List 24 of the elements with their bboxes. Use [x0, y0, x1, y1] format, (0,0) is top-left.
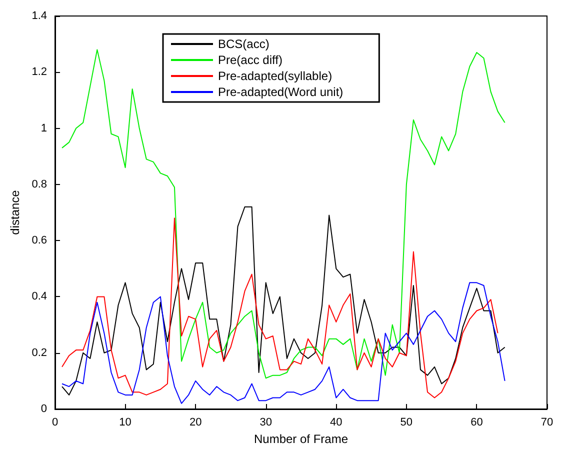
line-series	[62, 49, 506, 379]
y-tick-label: 0.8	[32, 178, 47, 190]
legend-label: Pre-adapted(Word unit)	[218, 85, 344, 99]
legend-label: Pre(acc diff)	[218, 53, 282, 67]
y-tick-label: 0	[40, 403, 47, 415]
x-tick-label: 0	[52, 416, 58, 428]
x-tick-label: 60	[470, 416, 483, 428]
x-tick-label: 50	[400, 416, 413, 428]
x-tick-label: 20	[189, 416, 202, 428]
y-tick-label: 0.6	[32, 234, 47, 247]
y-tick-label: 1	[40, 122, 47, 134]
y-tick-label: 0.4	[32, 290, 47, 303]
x-axis-title: Number of Frame	[254, 432, 348, 446]
y-axis-title: distance	[8, 190, 22, 235]
line-series	[62, 282, 506, 404]
y-tick-label: 0.2	[32, 346, 47, 359]
legend-label: Pre-adapted(syllable)	[218, 69, 332, 83]
y-tick-label: 1.4	[32, 10, 47, 22]
x-tick-label: 40	[330, 416, 342, 428]
y-tick-label: 1.2	[32, 66, 47, 78]
legend-label: BCS(acc)	[218, 37, 270, 51]
x-tick-label: 70	[540, 416, 554, 428]
x-tick-label: 10	[119, 416, 132, 428]
x-tick-label: 30	[260, 416, 272, 428]
